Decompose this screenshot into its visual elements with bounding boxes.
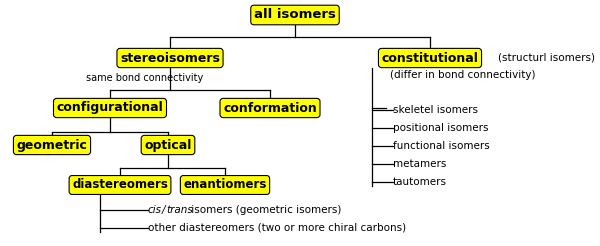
Text: tautomers: tautomers bbox=[393, 177, 447, 187]
Text: functional isomers: functional isomers bbox=[393, 141, 490, 151]
Text: /: / bbox=[162, 205, 166, 215]
Text: cis: cis bbox=[148, 205, 162, 215]
Text: metamers: metamers bbox=[393, 159, 446, 169]
Text: configurational: configurational bbox=[56, 102, 163, 114]
Text: skeletel isomers: skeletel isomers bbox=[393, 105, 478, 115]
Text: (differ in bond connectivity): (differ in bond connectivity) bbox=[390, 70, 536, 80]
Text: positional isomers: positional isomers bbox=[393, 123, 488, 133]
Text: stereoisomers: stereoisomers bbox=[120, 51, 220, 64]
Text: isomers (geometric isomers): isomers (geometric isomers) bbox=[188, 205, 341, 215]
Text: diastereomers: diastereomers bbox=[72, 179, 168, 191]
Text: enantiomers: enantiomers bbox=[184, 179, 266, 191]
Text: (structurl isomers): (structurl isomers) bbox=[498, 53, 595, 63]
Text: constitutional: constitutional bbox=[382, 51, 478, 64]
Text: conformation: conformation bbox=[223, 102, 317, 114]
Text: geometric: geometric bbox=[17, 138, 88, 152]
Text: all isomers: all isomers bbox=[254, 9, 336, 21]
Text: other diastereomers (two or more chiral carbons): other diastereomers (two or more chiral … bbox=[148, 223, 406, 233]
Text: same bond connectivity: same bond connectivity bbox=[86, 73, 203, 83]
Text: trans: trans bbox=[166, 205, 193, 215]
Text: optical: optical bbox=[145, 138, 191, 152]
